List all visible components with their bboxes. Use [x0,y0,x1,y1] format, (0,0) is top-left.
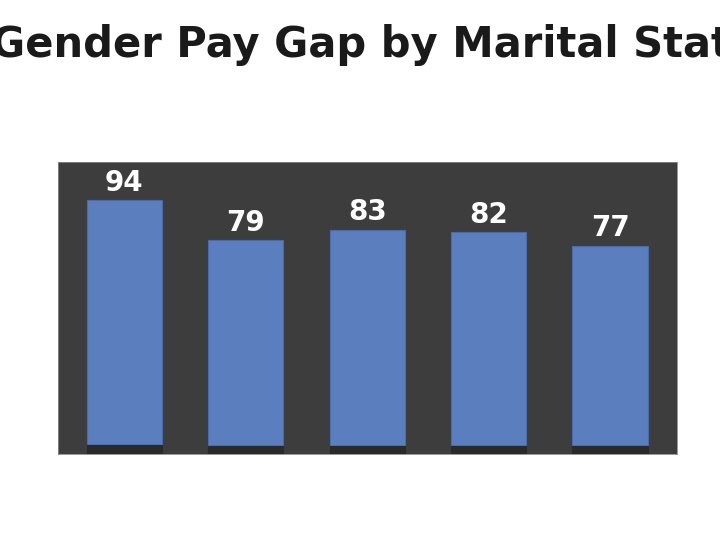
Bar [208,240,284,454]
Bar [86,445,162,454]
Bar [451,446,526,454]
Bar [572,246,648,454]
Text: 82: 82 [469,201,508,229]
Text: 77: 77 [590,214,629,242]
Bar [451,232,526,454]
Bar [330,230,405,454]
Text: 94: 94 [105,168,144,197]
Text: F/M Earnings Ratio in 2014 by Marital Status: F/M Earnings Ratio in 2014 by Marital St… [136,113,598,133]
Text: Gender Pay Gap by Marital Status:: Gender Pay Gap by Marital Status: [0,24,720,66]
Bar [330,446,405,454]
Bar [86,200,162,454]
Bar [208,446,284,454]
Bar [572,447,648,454]
Text: 83: 83 [348,198,387,226]
Text: 79: 79 [227,209,265,237]
